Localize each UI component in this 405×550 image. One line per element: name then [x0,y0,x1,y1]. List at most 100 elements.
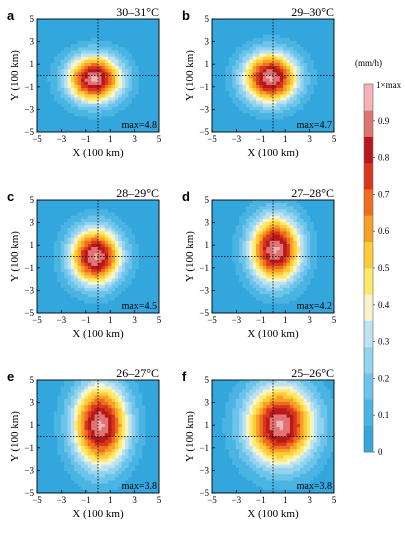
heatmap-cell [101,31,106,36]
heatmap-cell [225,91,230,95]
heatmap-cell [91,28,95,32]
heatmap-cell [232,69,237,73]
heatmap-cell [84,237,89,242]
heatmap-cell [53,97,58,101]
heatmap-cell [111,128,116,133]
heatmap-cell [64,69,68,73]
heatmap-cell [94,306,99,311]
heatmap-cell [228,62,233,67]
heatmap-cell [67,221,72,226]
heatmap-cell [114,203,119,207]
heatmap-cell [252,22,257,26]
heatmap-cell [70,265,75,270]
heatmap-cell [50,218,55,223]
heatmap-cell [74,221,79,226]
heatmap-cell [222,103,226,108]
heatmap-cell [70,37,75,42]
heatmap-cell [47,272,51,276]
heatmap-cell [40,53,45,58]
heatmap-cell [289,91,294,95]
heatmap-cell [114,122,119,127]
heatmap-cell [64,110,68,114]
heatmap-cell [225,247,230,251]
heatmap-cell [104,225,109,229]
heatmap-cell [327,225,331,229]
heatmap-cell [327,56,331,61]
heatmap-cell [279,128,284,133]
heatmap-cell [57,40,62,45]
heatmap-cell [239,91,243,95]
heatmap-cell [64,262,68,267]
heatmap-cell [57,291,62,295]
heatmap-cell [77,237,82,242]
heatmap-cell [239,125,243,130]
heatmap-cell [313,25,318,29]
heatmap-cell [91,203,95,207]
heatmap-cell [289,53,294,58]
heatmap-cell [215,113,220,117]
heatmap-cell [40,91,45,95]
heatmap-cell [306,69,311,73]
heatmap-cell [145,200,150,204]
heatmap-cell [121,291,126,295]
heatmap-cell [145,240,150,245]
heatmap-cell [98,40,102,45]
heatmap-cell [121,50,126,54]
heatmap-cell [87,97,92,101]
heatmap-cell [81,69,85,73]
heatmap-cell [310,240,315,245]
heatmap-cell [98,106,102,111]
heatmap-cell [135,94,140,98]
heatmap-cell [101,250,106,254]
heatmap-cell [128,284,133,289]
heatmap-cell [239,237,243,242]
heatmap-cell [252,94,257,98]
heatmap-cell [60,291,65,295]
heatmap-cell [235,22,240,26]
heatmap-cell [283,278,287,282]
heatmap-cell [306,272,311,276]
heatmap-cell [239,262,243,267]
heatmap-cell [252,40,257,45]
heatmap-cell [327,78,331,83]
heatmap-cell [118,209,123,213]
heatmap-cell [266,231,270,235]
heatmap-cell [114,291,119,295]
heatmap-cell [232,34,237,39]
heatmap-cell [232,28,237,32]
heatmap-cell [239,231,243,235]
heatmap-cell [47,250,51,254]
heatmap-cell [53,25,58,29]
heatmap-cell [118,28,123,32]
heatmap-cell [323,240,328,245]
heatmap-cell [108,281,112,286]
heatmap-cell [114,240,119,245]
heatmap-cell [145,31,150,36]
heatmap-cell [67,125,72,130]
heatmap-cell [94,103,99,108]
heatmap-cell [256,78,260,83]
heatmap-cell [148,262,153,267]
heatmap-cell [57,234,62,239]
heatmap-cell [111,218,116,223]
heatmap-cell [222,237,226,242]
heatmap-cell [222,203,226,207]
heatmap-cell [47,259,51,264]
heatmap-cell [64,225,68,229]
heatmap-cell [283,66,287,70]
heatmap-cell [114,228,119,232]
heatmap-cell [249,259,254,264]
heatmap-cell [296,218,301,223]
heatmap-cell [104,297,109,301]
heatmap-cell [40,228,45,232]
heatmap-cell [245,218,250,223]
heatmap-cell [47,25,51,29]
heatmap-cell [317,209,321,213]
heatmap-cell [145,119,150,123]
heatmap-cell [74,25,79,29]
heatmap-cell [43,81,48,86]
heatmap-cell [293,25,298,29]
heatmap-cell [235,106,240,111]
heatmap-cell [148,44,153,48]
heatmap-cell [293,34,298,39]
